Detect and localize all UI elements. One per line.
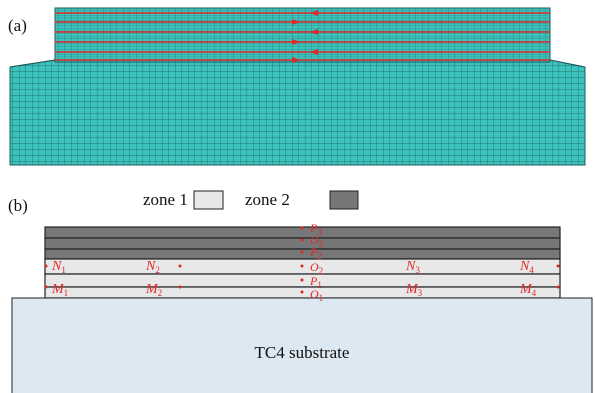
point-base: N (519, 259, 530, 274)
point-sub: 1 (319, 293, 324, 303)
point-base: O (310, 260, 319, 274)
layers (45, 227, 560, 298)
point-sub: 3 (418, 288, 423, 298)
point-sub: 2 (158, 288, 163, 298)
point-sub: 3 (319, 239, 324, 249)
panel-label: (a) (8, 16, 27, 35)
point-sub: 4 (529, 265, 534, 275)
legend-swatch (194, 191, 223, 209)
point-sub: 3 (415, 265, 420, 275)
point-base: O (310, 287, 319, 301)
point-base: N (51, 259, 62, 274)
mesh-model (10, 8, 585, 165)
point-sub: 2 (155, 265, 160, 275)
substrate-label: TC4 substrate (255, 343, 350, 362)
legend-label: zone 1 (143, 190, 188, 209)
legend-label: zone 2 (245, 190, 290, 209)
point-sub: 2 (319, 266, 324, 276)
panel-label: (b) (8, 196, 28, 215)
legend-swatch (330, 191, 358, 209)
point-sub: 4 (532, 288, 537, 298)
point-base: N (145, 259, 156, 274)
figure: (a) (b) zone 1 zone 2 (0, 0, 595, 393)
point-base: N (405, 259, 416, 274)
point-sub: 1 (64, 288, 69, 298)
point-sub: 1 (61, 265, 66, 275)
